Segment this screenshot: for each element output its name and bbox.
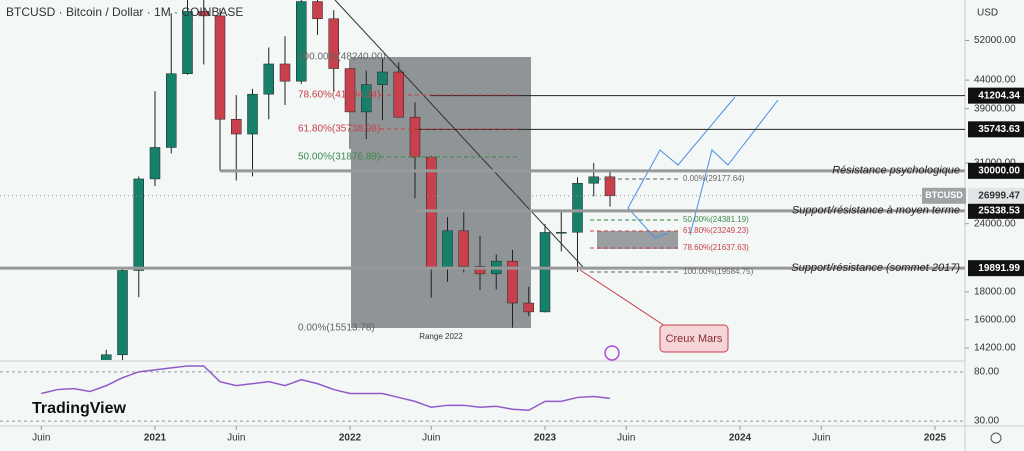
fib-label: 78.60%(41204.34): [298, 90, 380, 101]
callout-pointer: [579, 269, 666, 327]
x-tick-label: Juin: [617, 433, 635, 444]
chart-title: BTCUSD · Bitcoin / Dollar · 1M · COINBAS…: [6, 5, 243, 19]
x-tick-label: 2021: [144, 433, 167, 444]
candle-body: [182, 11, 193, 74]
rsi-tick-label: 30.00: [974, 416, 999, 427]
callout-box: [659, 324, 729, 353]
price-label-box: [968, 121, 1024, 138]
x-tick-label: 2025: [924, 433, 947, 444]
settings-icon[interactable]: [990, 432, 1002, 444]
fib-label: 50.00%(31876.89): [298, 152, 380, 163]
candle-body: [344, 68, 356, 113]
candle-body: [523, 302, 534, 313]
candle-body: [377, 71, 388, 85]
y-tick-label: 24000.00: [974, 218, 1016, 229]
x-tick-label: 2022: [339, 433, 362, 444]
candle-body: [426, 156, 437, 268]
level-note: Support/résistance (sommet 2017): [791, 262, 960, 274]
callout-text: Creux Mars: [666, 333, 723, 345]
y-tick-label: 44000.00: [974, 75, 1016, 86]
brand: TradingView: [32, 400, 127, 417]
range-label: Range 2022: [419, 332, 463, 341]
trend-line: [334, 0, 584, 268]
x-tick-label: Juin: [422, 433, 440, 444]
candle-body: [36, 444, 46, 451]
candle-body: [166, 73, 177, 148]
x-tick-label: 2024: [729, 433, 752, 444]
candle-body: [117, 270, 128, 356]
price-label: 19891.99: [978, 263, 1020, 274]
price-label: 25338.53: [978, 205, 1020, 216]
y-tick-label: 16000.00: [974, 314, 1016, 325]
candle-body: [101, 354, 112, 360]
y-tick-label: 18000.00: [974, 286, 1016, 297]
fib-label: 0.00%(29177.64): [683, 174, 745, 183]
candle-body: [231, 118, 242, 135]
y-tick-label: 14200.00: [974, 343, 1016, 354]
candle-body: [312, 1, 323, 20]
candle-body: [214, 15, 226, 120]
candle-body: [588, 176, 599, 184]
candle-body: [409, 116, 421, 158]
last-price-value-box: [968, 187, 1024, 204]
rsi-tick-label: 80.00: [974, 366, 999, 377]
price-label-box: [968, 162, 1024, 179]
candle-body: [247, 93, 258, 135]
candle-body: [604, 176, 616, 197]
arrow: [627, 207, 669, 239]
candle-body: [133, 178, 144, 271]
arrow: [627, 96, 736, 209]
price-label-box: [968, 87, 1024, 104]
price-label: 30000.00: [978, 165, 1020, 176]
fib-label: 100.00%(48240.00): [298, 52, 386, 63]
candle-body: [474, 266, 486, 275]
fib-label: 0.00%(15513.78): [298, 323, 375, 334]
price-label-box: [968, 202, 1024, 219]
last-price-box: [922, 187, 966, 204]
currency: USD: [977, 8, 998, 19]
fib-label: 50.00%(24381.19): [683, 215, 749, 224]
level-note: Résistance psychologique: [832, 165, 960, 177]
fib-label: 100.00%(19584.75): [683, 267, 754, 276]
candle-body: [198, 11, 209, 17]
candle-body: [361, 84, 372, 113]
last-price-name: BTCUSD: [925, 190, 963, 200]
price-label: 41204.34: [978, 90, 1020, 101]
candle-body: [556, 231, 567, 234]
candle-body: [458, 230, 469, 267]
arrow: [689, 99, 779, 236]
target-box: [597, 231, 678, 249]
candle-body: [572, 182, 583, 233]
range-box: [351, 57, 531, 328]
y-tick-label: 52000.00: [974, 35, 1016, 46]
candle-body: [149, 147, 161, 180]
candle-body: [539, 232, 551, 313]
fib-label: 78.60%(21637.63): [683, 243, 749, 252]
last-price-value: 26999.47: [978, 190, 1020, 201]
alert-icon[interactable]: [604, 345, 620, 361]
fib-label: 61.80%(23249.23): [683, 226, 749, 235]
rsi-line: [41, 365, 611, 411]
candle-body: [328, 18, 339, 69]
fib-label: 61.80%(35738.98): [298, 124, 380, 135]
candle-body: [507, 260, 518, 304]
level-note: Support/résistance à moyen terme: [792, 205, 960, 217]
x-tick-label: 2023: [534, 433, 557, 444]
y-tick-label: 39000.00: [974, 103, 1016, 114]
candle-body: [279, 63, 291, 82]
price-label-box: [968, 260, 1024, 277]
candle-body: [296, 1, 307, 82]
x-tick-label: Juin: [227, 433, 245, 444]
price-label: 35743.63: [978, 124, 1020, 135]
x-tick-label: Juin: [32, 433, 50, 444]
x-tick-label: Juin: [812, 433, 830, 444]
candle-body: [263, 63, 274, 95]
candle-body: [442, 230, 453, 268]
